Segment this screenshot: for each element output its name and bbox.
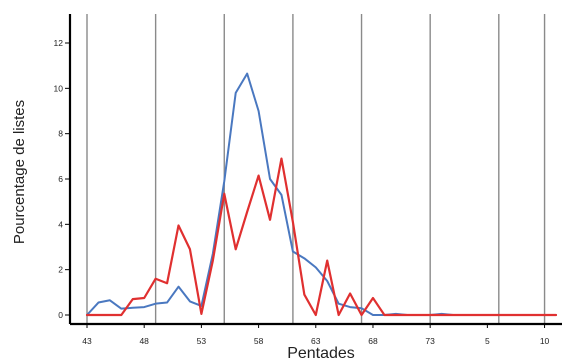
y-tick-label: 4	[58, 219, 63, 229]
y-axis-title: Pourcentage de listes	[11, 100, 28, 244]
x-axis-title: Pentades	[287, 345, 355, 362]
y-tick-label: 12	[54, 38, 64, 48]
x-tick-label: 10	[540, 336, 550, 346]
gridlines	[86, 14, 546, 324]
y-tick-label: 8	[58, 129, 63, 139]
x-tick-label: 43	[82, 336, 92, 346]
y-tick-label: 6	[58, 174, 63, 184]
axes	[68, 14, 562, 326]
x-tick-label: 5	[485, 336, 490, 346]
x-tick-label: 73	[425, 336, 435, 346]
y-tick-label: 0	[58, 310, 63, 320]
x-tick-label: 58	[254, 336, 264, 346]
y-tick-label: 10	[54, 83, 64, 93]
series-lines	[85, 72, 558, 317]
x-tick-label: 48	[139, 336, 149, 346]
x-tick-label: 53	[197, 336, 207, 346]
series-line-2	[85, 157, 558, 317]
x-tick-label: 68	[368, 336, 378, 346]
y-tick-label: 2	[58, 265, 63, 275]
x-tick-label: 63	[311, 336, 321, 346]
